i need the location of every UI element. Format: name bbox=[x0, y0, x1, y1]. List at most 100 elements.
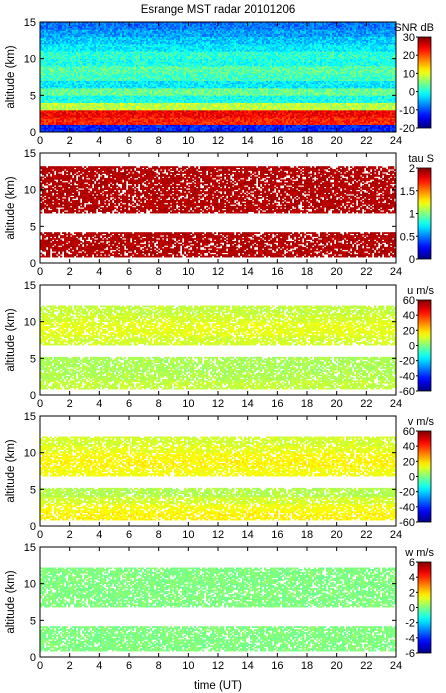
heatmap-cell bbox=[192, 129, 195, 131]
heatmap-cell bbox=[124, 115, 127, 118]
heatmap-cell bbox=[342, 123, 345, 125]
heatmap-cell bbox=[380, 121, 383, 124]
heatmap-cell bbox=[290, 118, 293, 121]
heatmap-cell bbox=[144, 118, 147, 121]
heatmap-cell bbox=[136, 126, 139, 128]
heatmap-cell bbox=[220, 130, 223, 133]
heatmap-cell bbox=[338, 130, 341, 133]
heatmap-cell bbox=[64, 130, 67, 133]
heatmap-cell bbox=[40, 124, 43, 127]
heatmap-cell bbox=[388, 127, 391, 130]
heatmap-cell bbox=[190, 114, 193, 117]
heatmap-cell bbox=[290, 123, 293, 125]
heatmap-cell bbox=[142, 129, 145, 131]
heatmap-cell bbox=[250, 124, 253, 127]
heatmap-cell bbox=[308, 123, 311, 125]
heatmap-cell bbox=[110, 129, 113, 131]
heatmap-cell bbox=[376, 123, 379, 125]
heatmap-cell bbox=[328, 117, 331, 120]
heatmap-cell bbox=[220, 124, 223, 127]
heatmap-cell bbox=[368, 123, 371, 125]
heatmap-cell bbox=[54, 126, 57, 128]
heatmap-cell bbox=[316, 120, 319, 123]
heatmap-cell bbox=[194, 118, 197, 121]
heatmap-cell bbox=[300, 129, 303, 131]
heatmap-cell bbox=[40, 126, 43, 128]
heatmap-cell bbox=[136, 112, 139, 115]
heatmap-cell bbox=[76, 129, 79, 131]
heatmap-cell bbox=[152, 130, 155, 133]
heatmap-cell bbox=[72, 126, 75, 128]
heatmap-cell bbox=[346, 123, 349, 125]
heatmap-cell bbox=[208, 126, 211, 128]
heatmap-cell bbox=[202, 129, 205, 131]
heatmap-cell bbox=[184, 124, 187, 127]
heatmap-cell bbox=[64, 118, 67, 121]
heatmap-cell bbox=[154, 124, 157, 127]
heatmap-cell bbox=[206, 118, 209, 121]
heatmap-cell bbox=[326, 126, 329, 128]
heatmap-cell bbox=[56, 120, 59, 123]
heatmap-cell bbox=[360, 126, 363, 128]
heatmap-cell bbox=[278, 117, 281, 120]
heatmap-cell bbox=[114, 118, 117, 121]
heatmap-cell bbox=[218, 130, 221, 133]
heatmap-cell bbox=[232, 129, 235, 131]
heatmap-cell bbox=[40, 115, 43, 118]
heatmap-cell bbox=[192, 127, 195, 130]
heatmap-cell bbox=[88, 118, 91, 121]
heatmap-cell bbox=[152, 123, 155, 125]
heatmap-cell bbox=[326, 120, 329, 123]
heatmap-cell bbox=[66, 126, 69, 128]
heatmap-cell bbox=[66, 114, 69, 117]
heatmap-cell bbox=[242, 112, 245, 115]
heatmap-cell bbox=[340, 124, 343, 127]
heatmap-cell bbox=[124, 123, 127, 125]
heatmap-cell bbox=[176, 130, 179, 133]
heatmap-cell bbox=[374, 126, 377, 128]
heatmap-cell bbox=[170, 120, 173, 123]
heatmap-cell bbox=[288, 130, 291, 133]
heatmap-cell bbox=[264, 123, 267, 125]
heatmap-cell bbox=[298, 121, 301, 124]
heatmap-cell bbox=[106, 112, 109, 115]
heatmap-cell bbox=[164, 126, 167, 128]
heatmap-cell bbox=[196, 127, 199, 130]
heatmap-cell bbox=[266, 127, 269, 130]
heatmap-cell bbox=[354, 117, 357, 120]
heatmap-cell bbox=[158, 126, 161, 128]
heatmap-cell bbox=[332, 129, 335, 131]
heatmap-cell bbox=[120, 121, 123, 124]
heatmap-cell bbox=[374, 117, 377, 120]
heatmap-cell bbox=[394, 117, 397, 120]
heatmap-cell bbox=[80, 118, 83, 121]
heatmap-cell bbox=[242, 130, 245, 133]
heatmap-cell bbox=[322, 123, 325, 125]
heatmap-cell bbox=[58, 127, 61, 130]
heatmap-cell bbox=[210, 126, 213, 128]
heatmap-cell bbox=[174, 117, 177, 120]
heatmap-cell bbox=[384, 115, 387, 118]
heatmap-cell bbox=[172, 130, 175, 133]
heatmap-cell bbox=[356, 127, 359, 130]
heatmap-cell bbox=[98, 124, 101, 127]
heatmap-cell bbox=[158, 120, 161, 123]
heatmap-cell bbox=[134, 123, 137, 125]
heatmap-cell bbox=[326, 115, 329, 118]
heatmap-cell bbox=[122, 126, 125, 128]
heatmap-cell bbox=[376, 118, 379, 121]
heatmap-cell bbox=[382, 130, 385, 133]
heatmap-cell bbox=[370, 120, 373, 123]
heatmap-cell bbox=[278, 121, 281, 124]
heatmap-cell bbox=[234, 130, 237, 133]
heatmap-cell bbox=[216, 124, 219, 127]
heatmap-cell bbox=[228, 124, 231, 127]
heatmap-cell bbox=[390, 118, 393, 121]
heatmap-cell bbox=[138, 123, 141, 125]
heatmap-cell bbox=[198, 124, 201, 127]
heatmap-cell bbox=[64, 121, 67, 124]
heatmap-cell bbox=[96, 129, 99, 131]
heatmap-cell bbox=[168, 118, 171, 121]
heatmap-cell bbox=[156, 127, 159, 130]
heatmap-cell bbox=[334, 117, 337, 120]
